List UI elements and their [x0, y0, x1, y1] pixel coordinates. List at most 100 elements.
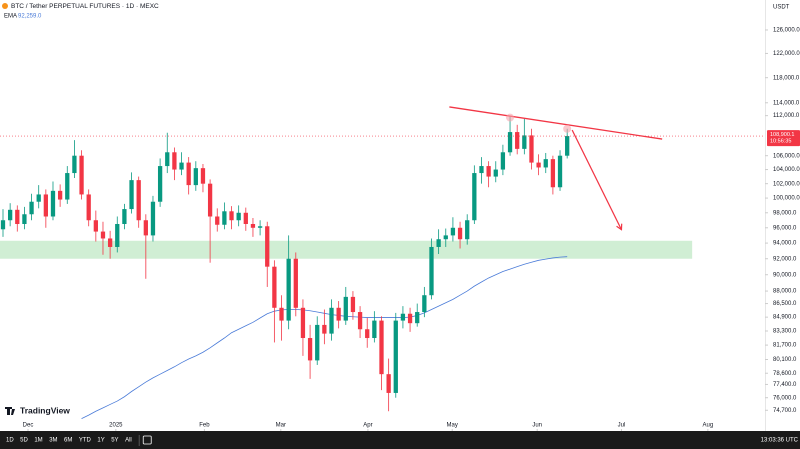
y-tick-label: 100,000.0	[773, 196, 800, 202]
candle-body	[429, 246, 434, 296]
candle-body	[543, 159, 548, 168]
ema-legend-name: EMA	[4, 14, 17, 20]
y-tick-label: 74,700.0	[773, 408, 797, 414]
candle-body	[172, 152, 177, 170]
candle-body	[43, 194, 48, 217]
y-tick-label: 96,000.0	[773, 225, 797, 231]
currency-label: USDT	[773, 5, 790, 11]
candle-body	[165, 152, 170, 167]
candle-body	[529, 135, 534, 163]
range-button[interactable]: 5Y	[111, 438, 118, 444]
last-price-tag	[767, 130, 800, 147]
candle-body	[250, 223, 256, 228]
candle-body	[72, 155, 77, 174]
y-tick-label: 104,000.0	[773, 167, 800, 173]
range-button[interactable]: 1M	[34, 438, 42, 444]
candle-body	[472, 173, 477, 221]
y-tick-label: 90,000.0	[773, 272, 797, 278]
y-tick-label: 76,000.0	[773, 395, 797, 401]
tradingview-logo: TradingView	[5, 405, 70, 415]
x-tick-label: Aug	[703, 423, 714, 429]
y-tick-label: 92,000.0	[773, 256, 797, 262]
y-tick-label: 98,000.0	[773, 210, 797, 216]
candle-body	[379, 320, 384, 375]
candle-body	[100, 231, 106, 239]
range-button[interactable]: 5D	[20, 438, 28, 444]
range-button[interactable]: 3M	[49, 438, 57, 444]
candle-body	[272, 266, 277, 308]
candle-body	[15, 209, 20, 224]
x-tick-label: 2025	[109, 423, 123, 429]
candle-body	[386, 374, 391, 393]
candle-body	[265, 226, 270, 267]
candle-body	[65, 173, 70, 200]
candle-body	[457, 227, 463, 240]
candle-body	[286, 258, 291, 321]
candle-body	[465, 220, 470, 240]
candle-body	[22, 214, 27, 224]
candle-body	[329, 307, 334, 334]
candle-body	[179, 162, 184, 170]
candle-body	[443, 235, 448, 240]
candle-body	[350, 296, 356, 313]
candle-body	[207, 183, 213, 217]
candle-body	[257, 226, 263, 228]
y-tick-label: 112,000.0	[773, 113, 800, 119]
candle-body	[365, 329, 370, 339]
candle-body	[222, 211, 227, 225]
symbol-icon	[2, 3, 8, 9]
y-tick-label: 114,000.0	[773, 100, 800, 106]
y-tick-label: 88,000.0	[773, 289, 797, 295]
peak-marker	[563, 124, 572, 133]
candle-body	[343, 296, 348, 321]
candle-body	[229, 211, 234, 221]
y-tick-label: 81,700.0	[773, 343, 797, 349]
candle-body	[115, 223, 120, 247]
candle-body	[107, 238, 113, 247]
time-axis: Dec 2025 Feb Mar Apr May Jun Jul Aug	[23, 423, 714, 431]
candle-body	[122, 209, 127, 224]
plot-area	[0, 106, 765, 419]
candle-body	[7, 209, 13, 221]
range-button[interactable]: All	[125, 438, 132, 444]
candle-body	[186, 162, 191, 186]
ema-legend-value: 92,259.0	[18, 14, 42, 20]
arrow-head	[616, 223, 623, 231]
peak-marker	[506, 113, 515, 122]
candle-body	[450, 227, 456, 236]
x-tick-label: Apr	[363, 423, 372, 429]
range-button[interactable]: 6M	[64, 438, 72, 444]
x-tick-label: Jul	[618, 423, 626, 429]
range-button[interactable]: YTD	[79, 438, 92, 444]
logo-text: TradingView	[20, 405, 70, 415]
candle-body	[29, 201, 34, 215]
range-button[interactable]: 1D	[6, 438, 14, 444]
symbol-title: BTC / Tether PERPETUAL FUTURES · 1D · ME…	[11, 3, 159, 10]
candle-body	[86, 194, 91, 221]
arrow-shaft	[571, 129, 622, 230]
range-button[interactable]: 1Y	[97, 438, 104, 444]
candle-body	[136, 180, 141, 221]
candle-body	[243, 212, 248, 224]
candle-body	[515, 132, 520, 149]
candle-body	[57, 190, 63, 200]
candle-body	[193, 168, 198, 186]
trendline	[449, 106, 663, 140]
candle-body	[550, 159, 556, 188]
y-tick-label: 94,000.0	[773, 241, 797, 247]
y-tick-label: 83,300.0	[773, 329, 797, 335]
logo-mark	[5, 407, 15, 415]
candle-body	[415, 312, 420, 324]
candle-body	[357, 312, 363, 330]
y-tick-label: 126,000.0	[773, 28, 800, 34]
candle-body	[129, 180, 134, 210]
candle-body	[300, 307, 306, 339]
candle-body	[215, 216, 220, 225]
last-price-label: 108,900.1	[770, 132, 794, 138]
candle-body	[522, 135, 527, 149]
candle-body	[0, 220, 6, 230]
candle-body	[143, 220, 148, 236]
date-range-button[interactable]	[142, 435, 152, 445]
y-tick-label: 102,000.0	[773, 181, 800, 187]
